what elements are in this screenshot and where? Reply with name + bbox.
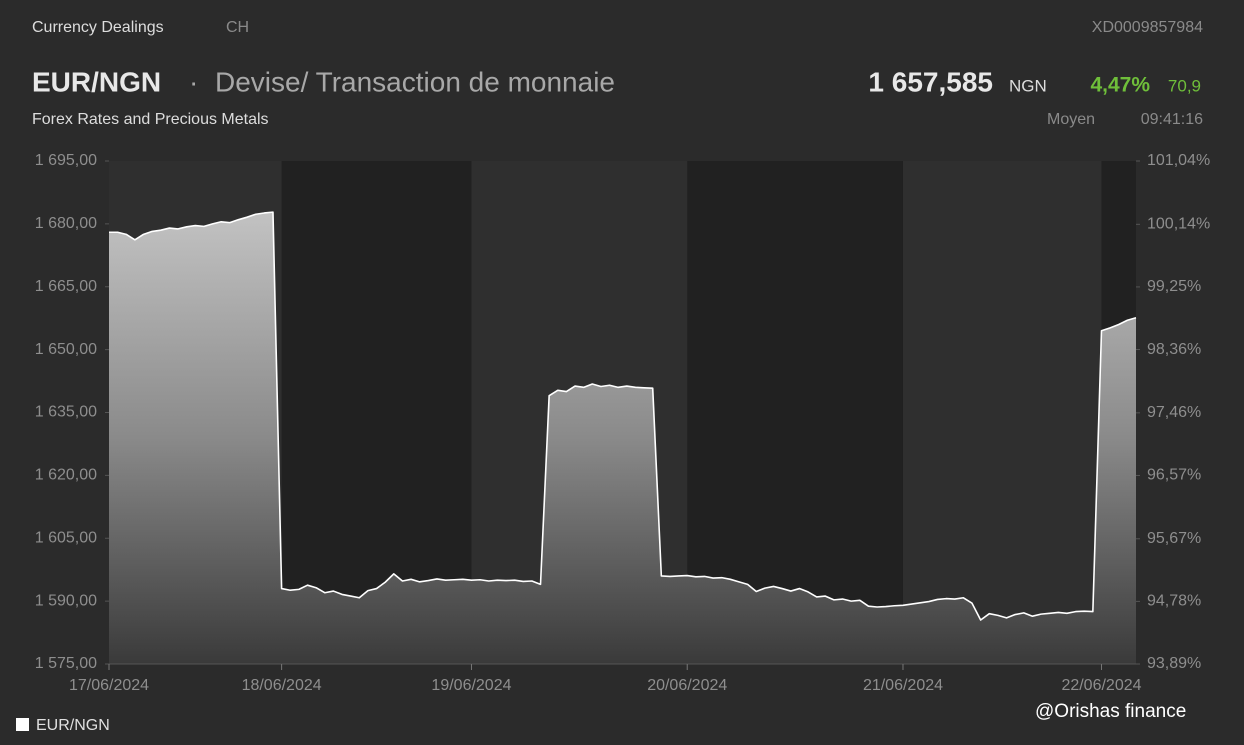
y2-tick-label: 94,78% [1147,593,1201,610]
y2-tick-label: 93,89% [1147,655,1201,672]
x-tick-label: 20/06/2024 [647,677,727,694]
y2-tick-label: 101,04% [1147,152,1210,169]
symbol: EUR/NGN [32,66,161,97]
instrument-name: Devise/ Transaction de monnaie [215,66,615,97]
line [109,211,1137,621]
change-percent: 4,47% [1090,74,1150,97]
x-tick-label: 18/06/2024 [242,677,322,694]
y-tick-label: 1 605,00 [35,529,97,546]
legend-swatch [16,718,29,731]
watermark: @Orishas finance [1035,701,1186,722]
y-tick-label: 1 665,00 [35,278,97,295]
source: Currency Dealings [32,19,164,36]
y-tick-label: 1 650,00 [35,341,97,358]
area [109,212,1136,664]
y2-tick-label: 100,14% [1147,216,1210,233]
y-tick-label: 1 695,00 [35,152,97,169]
change: 70,9 [1168,76,1201,95]
y2-tick-label: 95,67% [1147,530,1201,547]
x-tick-label: 19/06/2024 [431,677,511,694]
currency: NGN [1009,76,1047,95]
x-tick-label: 17/06/2024 [69,677,149,694]
separator: · [189,66,198,97]
y2-tick-label: 98,36% [1147,341,1201,358]
y2-tick-label: 99,25% [1147,278,1201,295]
isin: XD0009857984 [1092,19,1203,36]
y-tick-label: 1 620,00 [35,467,97,484]
country: CH [226,19,249,36]
x-tick-label: 21/06/2024 [863,677,943,694]
y-tick-label: 1 575,00 [35,655,97,672]
y2-tick-label: 96,57% [1147,467,1201,484]
legend-label: EUR/NGN [36,717,110,734]
y-tick-label: 1 590,00 [35,592,97,609]
price-type: Moyen [1047,111,1095,128]
y-tick-label: 1 635,00 [35,404,97,421]
y-tick-label: 1 680,00 [35,215,97,232]
time: 09:41:16 [1141,111,1203,128]
y2-tick-label: 97,46% [1147,404,1201,421]
price: 1 657,585 [868,66,993,97]
x-tick-label: 22/06/2024 [1061,677,1141,694]
marks [109,211,1137,664]
category: Forex Rates and Precious Metals [32,111,269,128]
